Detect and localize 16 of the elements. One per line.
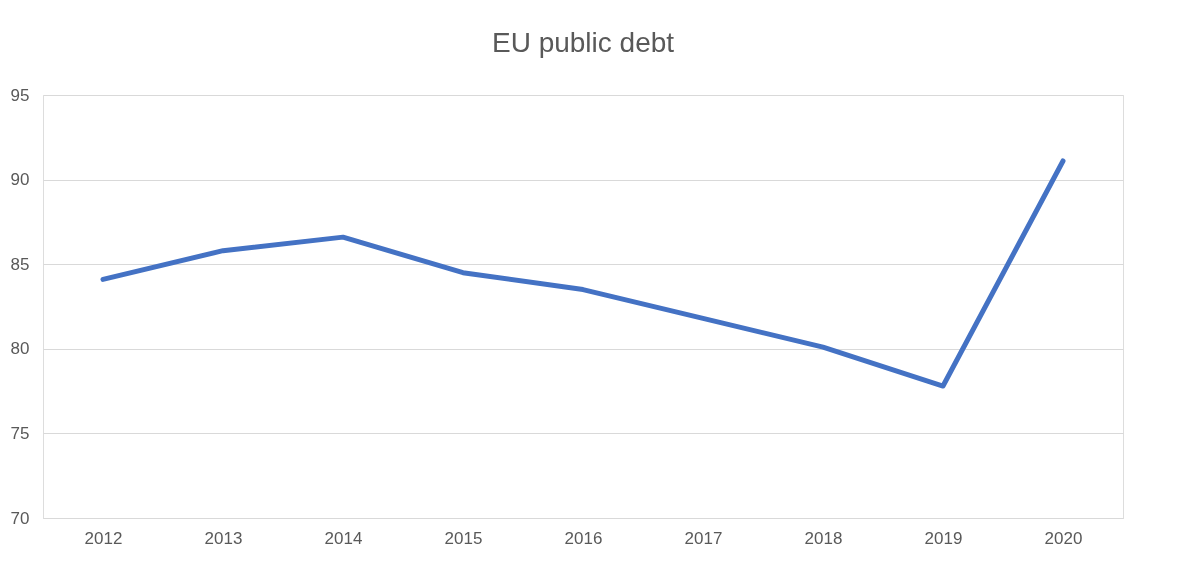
x-tick-label: 2018 <box>804 528 843 548</box>
y-tick-label: 85 <box>10 254 30 274</box>
x-tick-label: 2015 <box>444 528 483 548</box>
x-tick-label: 2020 <box>1044 528 1083 548</box>
y-tick-label: 70 <box>10 508 30 528</box>
x-tick-label: 2019 <box>924 528 963 548</box>
y-tick-label: 95 <box>10 85 30 105</box>
y-tick-label: 80 <box>10 339 30 359</box>
y-tick-label: 75 <box>10 423 30 443</box>
x-tick-label: 2017 <box>684 528 723 548</box>
y-tick-label: 90 <box>10 170 30 190</box>
x-tick-label: 2013 <box>204 528 243 548</box>
x-tick-label: 2012 <box>84 528 123 548</box>
x-tick-label: 2014 <box>324 528 363 548</box>
x-tick-label: 2016 <box>564 528 603 548</box>
chart-title: EU public debt <box>491 27 675 58</box>
